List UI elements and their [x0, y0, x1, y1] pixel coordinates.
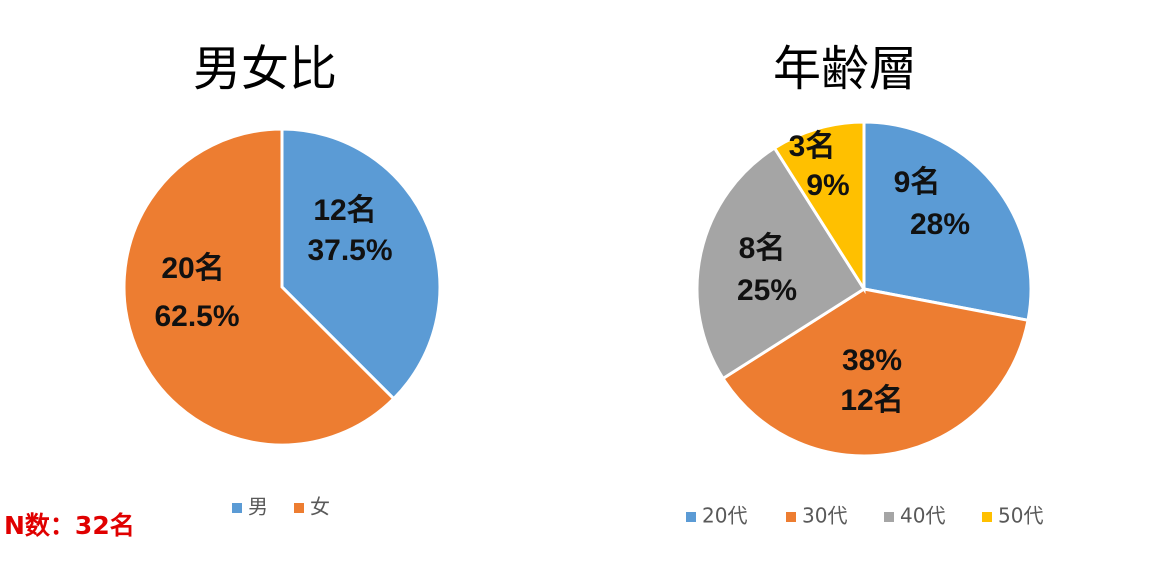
- sample-size-note: N数：32名: [4, 511, 135, 540]
- legend-label: 男: [248, 495, 268, 519]
- count-label: 20名: [161, 252, 224, 285]
- pie-slice: [862, 120, 1033, 323]
- legend-label: 40代: [900, 504, 945, 528]
- legend-marker: [786, 512, 796, 522]
- percent-label: 28%: [910, 208, 970, 241]
- percent-label: 9%: [806, 169, 849, 202]
- count-label: 12名: [313, 194, 376, 227]
- legend-label: 50代: [998, 504, 1043, 528]
- count-label: 9名: [894, 166, 941, 199]
- count-label: 8名: [739, 232, 786, 265]
- legend-marker: [232, 503, 242, 513]
- legend-label: 30代: [802, 504, 847, 528]
- legend-marker: [982, 512, 992, 522]
- pie-slice: [695, 145, 867, 381]
- pie-slice: [772, 120, 866, 295]
- legend-label: 20代: [702, 504, 747, 528]
- chart-title: 年齢層: [773, 41, 917, 97]
- chart-title: 男女比: [193, 41, 337, 97]
- percent-label: 62.5%: [154, 300, 239, 333]
- count-label: 3名: [789, 130, 836, 163]
- legend-marker: [294, 503, 304, 513]
- count-label: 12名: [840, 384, 903, 417]
- percent-label: 25%: [737, 274, 797, 307]
- legend-label: 女: [310, 495, 330, 519]
- legend-marker: [686, 512, 696, 522]
- percent-label: 37.5%: [307, 234, 392, 267]
- percent-label: 38%: [842, 344, 902, 377]
- pie-slice: [280, 127, 442, 401]
- legend-marker: [884, 512, 894, 522]
- pie-slice: [122, 127, 396, 447]
